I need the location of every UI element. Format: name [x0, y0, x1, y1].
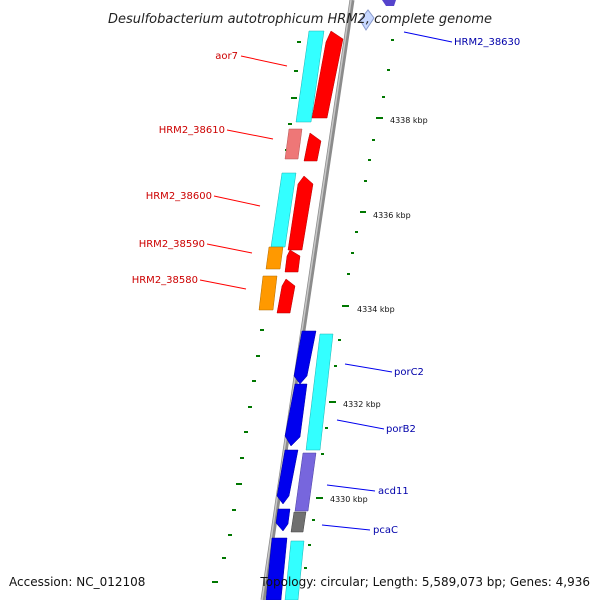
gene-aor7-cds[interactable] — [295, 30, 325, 123]
genome-summary-text: Topology: circular; Length: 5,589,073 bp… — [259, 575, 590, 589]
gene-aor7[interactable] — [311, 30, 344, 119]
left-label-connectors — [199, 55, 288, 290]
gene-HRM2_38600-cds[interactable] — [270, 172, 297, 248]
gene-bottom-reverse[interactable] — [265, 537, 288, 600]
gene-top-fragment — [359, 9, 375, 31]
scale-label-4332: 4332 kbp — [343, 400, 381, 409]
gene-HRM2_38580-partner[interactable] — [276, 278, 296, 314]
gene-label-HRM2_38600[interactable]: HRM2_38600 — [146, 191, 212, 202]
gene-label-acd11[interactable]: acd11 — [378, 486, 409, 497]
gene-HRM2_38610[interactable] — [284, 128, 303, 160]
gene-HRM2_38590-partner[interactable] — [284, 249, 301, 273]
genome-backbone-highlight — [261, 0, 352, 600]
tick-ring-right — [304, 39, 394, 569]
gene-label-HRM2_38590[interactable]: HRM2_38590 — [139, 239, 205, 250]
gene-bottom-cds[interactable] — [284, 540, 305, 600]
gene-label-aor7[interactable]: aor7 — [215, 51, 238, 62]
gene-acd11-reverse[interactable] — [276, 449, 299, 505]
scale-label-4334: 4334 kbp — [357, 305, 395, 314]
gene-label-HRM2_38610[interactable]: HRM2_38610 — [159, 125, 225, 136]
gene-porC2[interactable] — [305, 333, 334, 451]
scale-label-4336: 4336 kbp — [373, 211, 411, 220]
gene-porB2[interactable] — [284, 383, 308, 447]
gene-HRM2_38600[interactable] — [287, 175, 314, 251]
gene-acd11[interactable] — [294, 452, 317, 512]
right-label-connectors — [321, 31, 453, 531]
gene-porC2-reverse[interactable] — [293, 330, 317, 385]
gene-HRM2_38630[interactable] — [382, 0, 396, 6]
accession-text: Accession: NC_012108 — [9, 575, 145, 589]
map-title: Desulfobacterium autotrophicum HRM2, com… — [108, 12, 492, 27]
gene-label-porB2[interactable]: porB2 — [386, 424, 416, 435]
gene-label-pcaC[interactable]: pcaC — [373, 525, 398, 536]
genome-backbone — [260, 0, 355, 600]
gene-pcaC[interactable] — [290, 511, 307, 533]
gene-HRM2_38590[interactable] — [265, 246, 284, 270]
gene-label-porC2[interactable]: porC2 — [394, 367, 424, 378]
gene-label-HRM2_38580[interactable]: HRM2_38580 — [132, 275, 198, 286]
gene-HRM2_38580[interactable] — [258, 275, 278, 311]
gene-HRM2_38610-partner[interactable] — [303, 132, 322, 162]
gene-pcaC-reverse[interactable] — [275, 508, 291, 532]
gene-label-HRM2_38630[interactable]: HRM2_38630 — [454, 37, 520, 48]
scale-label-4330: 4330 kbp — [330, 495, 368, 504]
scale-label-4338: 4338 kbp — [390, 116, 428, 125]
